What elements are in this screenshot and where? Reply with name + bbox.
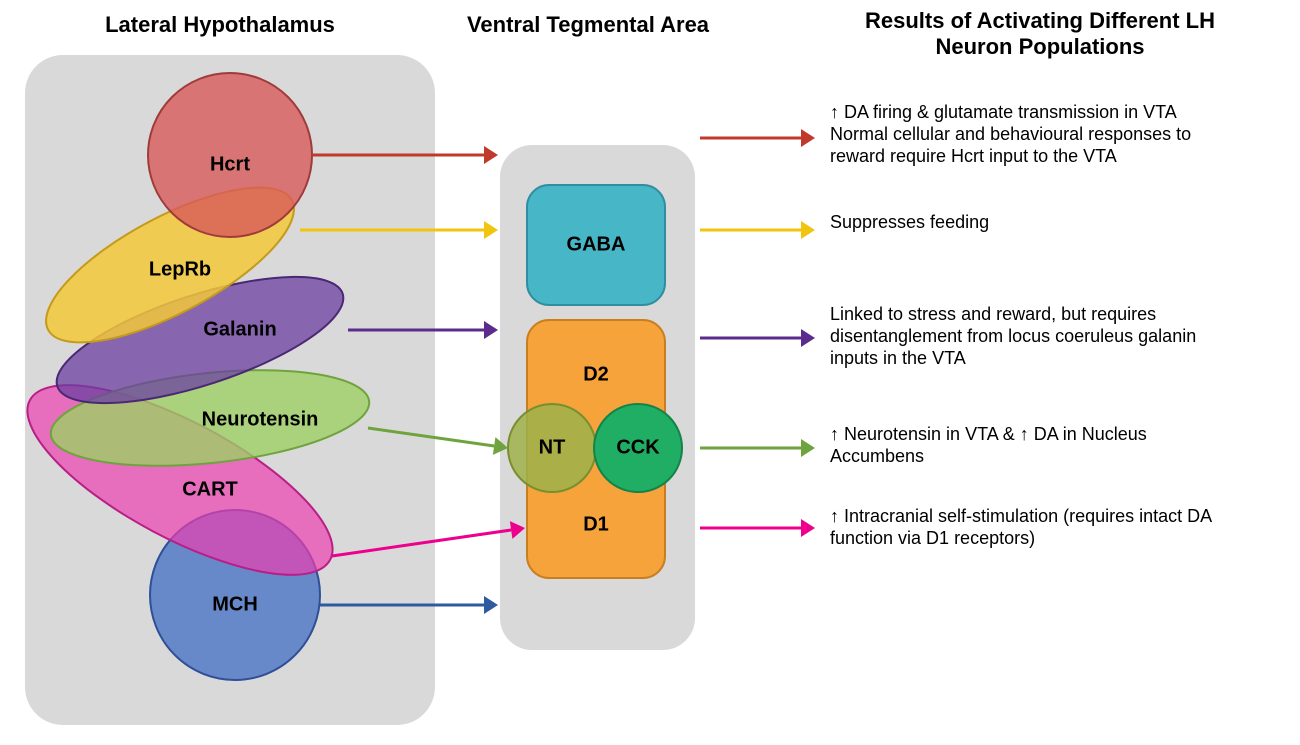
res-hcrt-line0: ↑ DA firing & glutamate transmission in …: [830, 102, 1177, 122]
res-cart-line0: ↑ Intracranial self-stimulation (require…: [830, 506, 1212, 526]
lh-mch-label: MCH: [212, 593, 258, 615]
res-neurot-line0: ↑ Neurotensin in VTA & ↑ DA in Nucleus: [830, 424, 1147, 444]
vta-nt-label: NT: [539, 436, 566, 458]
vta-gaba-label: GABA: [567, 233, 626, 255]
title-lh: Lateral Hypothalamus: [105, 12, 335, 37]
galanin-lh-vta-head: [484, 321, 498, 339]
title-vta: Ventral Tegmental Area: [467, 12, 710, 37]
cart-vta-res-head: [801, 519, 815, 537]
vta-cck-label: CCK: [616, 436, 660, 458]
hcrt-vta-res-head: [801, 129, 815, 147]
res-galanin-line0: Linked to stress and reward, but require…: [830, 304, 1156, 324]
title-results_l2: Neuron Populations: [936, 34, 1145, 59]
lh-neurotensin-label: Neurotensin: [202, 408, 319, 430]
vta-d1-label: D1: [583, 513, 609, 535]
res-leprb-line0: Suppresses feeding: [830, 212, 989, 232]
leprb-lh-vta-head: [484, 221, 498, 239]
lh-cart-label: CART: [182, 478, 238, 500]
res-galanin-line1: disentanglement from locus coeruleus gal…: [830, 326, 1196, 346]
leprb-vta-res-head: [801, 221, 815, 239]
res-galanin-line2: inputs in the VTA: [830, 348, 966, 368]
res-hcrt-line2: reward require Hcrt input to the VTA: [830, 146, 1117, 166]
res-cart-line1: function via D1 receptors): [830, 528, 1035, 548]
title-results_l1: Results of Activating Different LH: [865, 8, 1215, 33]
vta-d2-label: D2: [583, 363, 609, 385]
mch-lh-vta-head: [484, 596, 498, 614]
diagram-canvas: Lateral Hypothalamus Ventral Tegmental Ar…: [0, 0, 1300, 745]
lh-hcrt-label: Hcrt: [210, 153, 250, 175]
res-hcrt-line1: Normal cellular and behavioural response…: [830, 124, 1191, 144]
res-neurot-line1: Accumbens: [830, 446, 924, 466]
lh-leprb-label: LepRb: [149, 258, 211, 280]
lh-galanin-label: Galanin: [203, 318, 276, 340]
hcrt-lh-vta-head: [484, 146, 498, 164]
neurot-vta-res-head: [801, 439, 815, 457]
galanin-vta-res-head: [801, 329, 815, 347]
